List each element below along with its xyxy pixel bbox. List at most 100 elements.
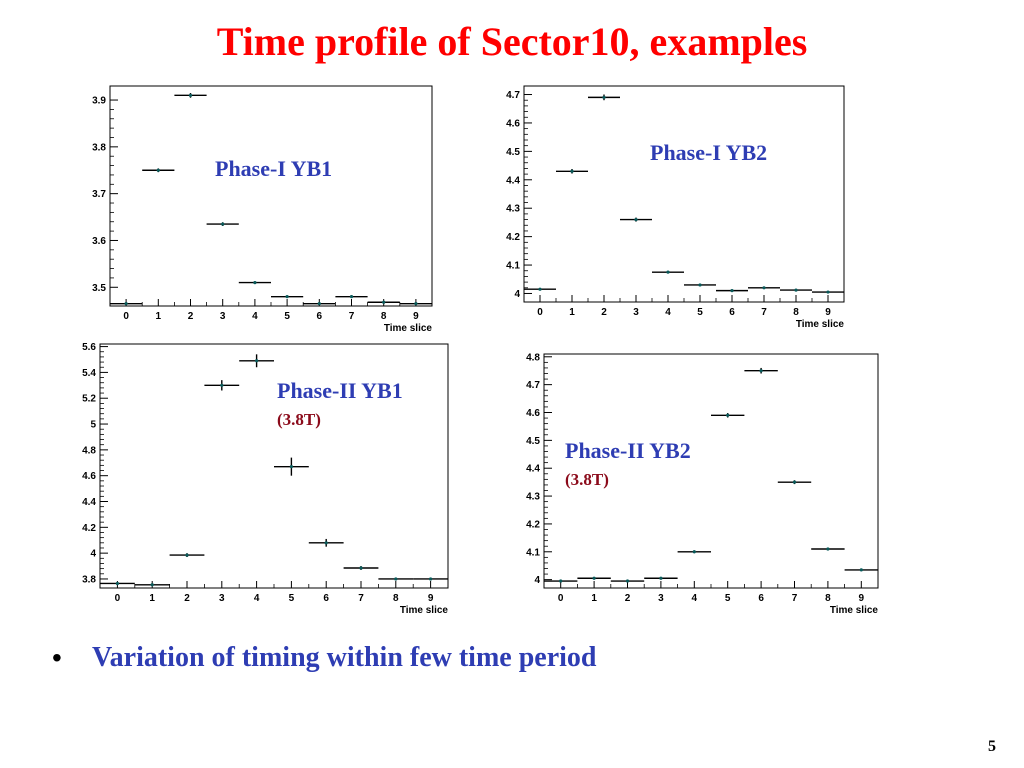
data-point bbox=[206, 222, 239, 226]
y-tick-label: 3.9 bbox=[92, 96, 106, 107]
x-tick-label: 1 bbox=[569, 307, 575, 318]
y-tick-label: 4.6 bbox=[526, 408, 540, 419]
data-point bbox=[844, 568, 878, 572]
point-marker bbox=[625, 579, 630, 583]
point-marker bbox=[538, 287, 542, 291]
data-point bbox=[620, 217, 652, 222]
data-point bbox=[716, 289, 748, 293]
point-marker bbox=[255, 359, 259, 363]
point-marker bbox=[794, 288, 798, 292]
point-marker bbox=[317, 302, 321, 306]
data-point bbox=[271, 295, 304, 299]
y-tick-label: 5.4 bbox=[82, 368, 96, 379]
point-marker bbox=[762, 286, 766, 290]
x-tick-label: 3 bbox=[219, 593, 225, 604]
x-axis-label: Time slice bbox=[384, 323, 433, 334]
point-marker bbox=[285, 295, 289, 299]
y-tick-label: 4 bbox=[90, 549, 96, 560]
x-tick-label: 6 bbox=[317, 311, 323, 322]
y-tick-label: 4.3 bbox=[506, 204, 520, 215]
plot-phase1-yb2: 4 4.1 4.2 4.3 4.4 4.5 4.6 4.7 0 1 2 3 4 5 6 7 8 9 Time sli… bbox=[502, 80, 852, 330]
x-tick-label: 2 bbox=[184, 593, 190, 604]
data-point bbox=[644, 576, 678, 580]
plot-frame bbox=[523, 85, 845, 303]
data-point bbox=[274, 457, 309, 476]
y-tick-label: 4.2 bbox=[82, 523, 96, 534]
bullet-text: Variation of timing within few time peri… bbox=[92, 642, 597, 673]
point-marker bbox=[394, 577, 398, 581]
plot-sublabel: (3.8T) bbox=[565, 470, 609, 489]
plot-label: Phase-I YB2 bbox=[650, 140, 768, 165]
point-marker bbox=[124, 302, 128, 306]
x-tick-label: 7 bbox=[761, 307, 767, 318]
point-marker bbox=[359, 566, 363, 570]
y-tick-label: 4.5 bbox=[526, 436, 540, 447]
x-tick-label: 4 bbox=[254, 593, 260, 604]
slide-title: Time profile of Sector10, examples bbox=[216, 19, 808, 64]
data-point bbox=[748, 286, 780, 290]
point-marker bbox=[826, 547, 830, 551]
plot-label: Phase-II YB1 bbox=[277, 378, 403, 403]
point-marker bbox=[659, 576, 663, 580]
x-tick-label: 3 bbox=[633, 307, 639, 318]
plot-label: Phase-I YB1 bbox=[215, 156, 333, 181]
x-tick-label: 0 bbox=[115, 593, 121, 604]
plot-label: Phase-II YB2 bbox=[565, 438, 691, 463]
bullet-dot: • bbox=[52, 642, 62, 673]
x-tick-label: 5 bbox=[725, 593, 731, 604]
data-point bbox=[378, 577, 414, 581]
chart-phase2-yb2: 4 4.1 4.2 4.3 4.4 4.5 4.6 4.7 4.8 0 1 2 3 4 5 6 7 8 9Time … bbox=[526, 352, 879, 616]
data-point bbox=[367, 300, 400, 304]
plot-phase2-yb2: 4 4.1 4.2 4.3 4.4 4.5 4.6 4.7 4.8 0 1 2 3 4 5 6 7 8 9 Time … bbox=[512, 348, 884, 616]
y-tick-label: 5 bbox=[90, 420, 96, 431]
point-marker bbox=[382, 300, 386, 304]
data-point bbox=[524, 287, 556, 291]
data-point bbox=[677, 550, 711, 554]
y-tick-label: 5.6 bbox=[82, 342, 96, 353]
data-point bbox=[711, 413, 745, 418]
y-tick-label: 3.8 bbox=[82, 574, 96, 585]
point-marker bbox=[156, 168, 160, 172]
data-point bbox=[780, 288, 812, 292]
y-tick-label: 3.5 bbox=[92, 283, 106, 294]
point-marker bbox=[115, 581, 119, 586]
plot-phase1-yb1: 3.5 3.6 3.7 3.8 3.9 0 1 2 3 4 5 6 7 8 9 Time slice Phas… bbox=[82, 78, 442, 334]
x-tick-label: 5 bbox=[289, 593, 295, 604]
point-marker bbox=[634, 217, 638, 222]
data-point bbox=[413, 577, 448, 581]
data-point bbox=[238, 280, 271, 285]
x-tick-label: 7 bbox=[792, 593, 798, 604]
x-axis-label: Time slice bbox=[796, 319, 845, 330]
plot-frame bbox=[109, 85, 433, 307]
data-point bbox=[588, 94, 620, 101]
point-marker bbox=[559, 579, 563, 583]
data-point bbox=[684, 283, 716, 287]
data-point bbox=[204, 380, 240, 391]
x-tick-label: 4 bbox=[692, 593, 698, 604]
y-tick-label: 5.2 bbox=[82, 394, 96, 405]
x-tick-label: 8 bbox=[393, 593, 399, 604]
data-point bbox=[110, 302, 143, 306]
y-tick-label: 4.1 bbox=[506, 261, 520, 272]
point-marker bbox=[253, 280, 257, 285]
x-tick-label: 2 bbox=[188, 311, 194, 322]
x-tick-label: 7 bbox=[358, 593, 364, 604]
y-tick-label: 4.8 bbox=[526, 352, 540, 363]
x-tick-label: 4 bbox=[665, 307, 671, 318]
x-tick-label: 3 bbox=[658, 593, 664, 604]
x-tick-label: 9 bbox=[428, 593, 434, 604]
y-tick-label: 4.6 bbox=[506, 118, 520, 129]
y-tick-label: 4.6 bbox=[82, 471, 96, 482]
x-tick-label: 1 bbox=[156, 311, 162, 322]
data-point bbox=[744, 367, 778, 374]
x-tick-label: 8 bbox=[825, 593, 831, 604]
data-point bbox=[308, 538, 344, 547]
y-tick-label: 4 bbox=[514, 289, 520, 300]
x-tick-label: 8 bbox=[381, 311, 387, 322]
x-tick-label: 1 bbox=[149, 593, 155, 604]
point-marker bbox=[570, 169, 574, 173]
x-tick-label: 0 bbox=[558, 593, 564, 604]
y-tick-label: 3.8 bbox=[92, 142, 106, 153]
y-tick-label: 4.2 bbox=[506, 232, 520, 243]
